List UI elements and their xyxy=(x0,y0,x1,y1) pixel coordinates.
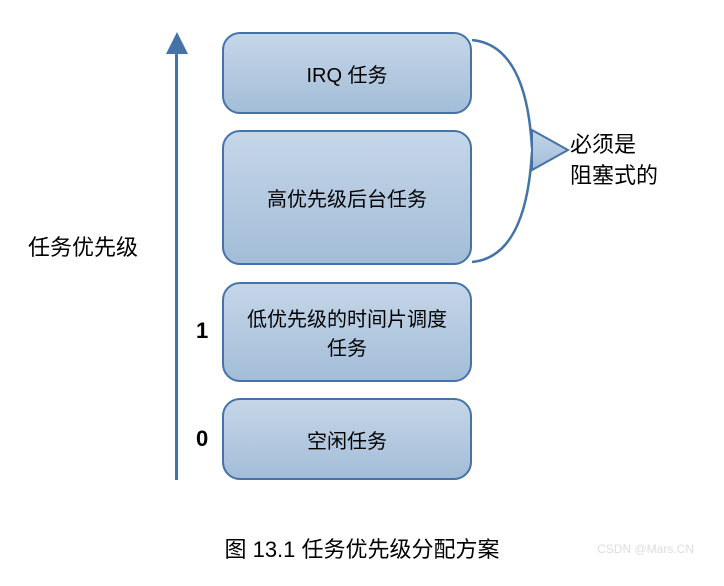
box-irq: IRQ 任务 xyxy=(222,32,472,114)
watermark: CSDN @Mars.CN xyxy=(597,542,694,556)
priority-number-0: 0 xyxy=(196,426,208,452)
box-idle-label: 空闲任务 xyxy=(307,425,387,454)
box-irq-label: IRQ 任务 xyxy=(306,59,387,88)
priority-arrow-head xyxy=(166,32,188,54)
priority-arrow-shaft xyxy=(175,50,178,480)
box-idle: 空闲任务 xyxy=(222,398,472,480)
box-low: 低优先级的时间片调度任务 xyxy=(222,282,472,382)
callout-line2: 阻塞式的 xyxy=(570,161,658,192)
callout-line1: 必须是 xyxy=(570,130,658,161)
diagram-container: 任务优先级 IRQ 任务 高优先级后台任务 低优先级的时间片调度任务 空闲任务 … xyxy=(0,0,724,586)
priority-number-1: 1 xyxy=(196,318,208,344)
box-low-label: 低优先级的时间片调度任务 xyxy=(238,303,456,361)
callout-text: 必须是 阻塞式的 xyxy=(570,130,658,192)
box-high-label: 高优先级后台任务 xyxy=(267,183,427,212)
box-high: 高优先级后台任务 xyxy=(222,130,472,265)
axis-label: 任务优先级 xyxy=(28,230,138,262)
